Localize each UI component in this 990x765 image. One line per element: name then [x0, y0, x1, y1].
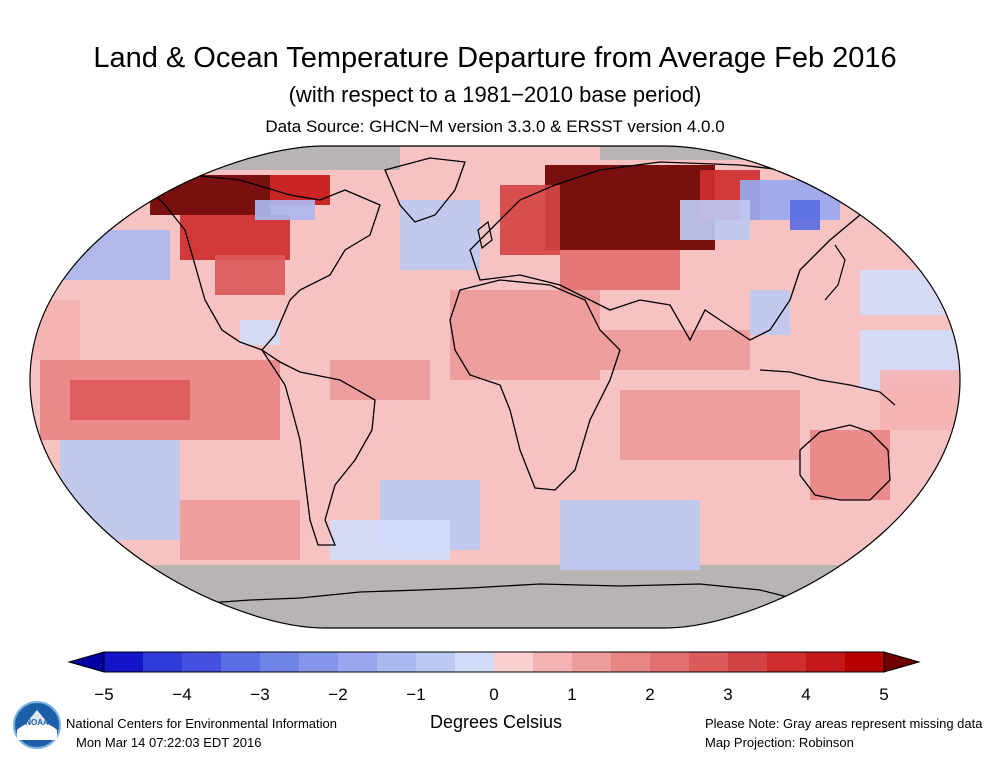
colorbar-cell [143, 652, 183, 672]
data-source: Data Source: GHCN−M version 3.3.0 & ERSS… [265, 117, 725, 136]
anomaly-cell [180, 215, 290, 260]
colorbar-tick-label: −4 [172, 685, 191, 704]
colorbar-tick-label: −3 [250, 685, 269, 704]
anomaly-cell [560, 500, 700, 570]
colorbar-cell [533, 652, 573, 672]
missing-data-note: Please Note: Gray areas represent missin… [705, 716, 983, 731]
colorbar-tick-label: 5 [879, 685, 888, 704]
eurasia-outline [469, 161, 861, 342]
map-border [29, 145, 961, 629]
colorbar-over-arrow [883, 651, 921, 673]
colorbar-tick-label: −5 [94, 685, 113, 704]
colorbar-cell [455, 652, 495, 672]
colorbar-tick-label: 3 [723, 685, 732, 704]
australia-outline [799, 424, 891, 501]
colorbar-cell [689, 652, 729, 672]
anomaly-cell [450, 290, 600, 380]
colorbar-tick-label: 1 [567, 685, 576, 704]
colorbar-tick-label: −1 [406, 685, 425, 704]
anomaly-cell [560, 250, 680, 290]
anomaly-cell [240, 320, 280, 345]
anomaly-cell [500, 185, 560, 255]
colorbar-cell [728, 652, 768, 672]
colorbar-cell [299, 652, 339, 672]
colorbar-tick-label: −2 [328, 685, 347, 704]
colorbar-tick-label: 4 [801, 685, 810, 704]
greenland-outline [384, 157, 466, 223]
colorbar-cell [182, 652, 222, 672]
anomaly-cell [215, 255, 285, 295]
colorbar-under-arrow [67, 651, 105, 673]
antarctica-outline [179, 583, 801, 606]
anomaly-cell [400, 200, 480, 270]
maritime-asia-outline [759, 369, 896, 406]
colorbar-cell [377, 652, 417, 672]
anomaly-cell [600, 330, 750, 370]
projection-note: Map Projection: Robinson [705, 735, 854, 750]
colorbar-cell [611, 652, 651, 672]
anomaly-cell [180, 500, 300, 560]
colorbar-cell [767, 652, 807, 672]
anomaly-cell [255, 200, 315, 220]
anomaly-cell [330, 360, 430, 400]
colorbar-cell [650, 652, 690, 672]
noaa-logo: NOAA [13, 701, 61, 749]
coastlines [148, 157, 931, 606]
colorbar-tick-label: 2 [645, 685, 654, 704]
colorbar-cell [221, 652, 261, 672]
colorbar-tick-label: 0 [489, 685, 498, 704]
colorbar-cell [260, 652, 300, 672]
anomaly-cell [620, 390, 800, 460]
anomaly-cell [680, 200, 750, 240]
colorbar-unit-label: Degrees Celsius [430, 712, 563, 732]
africa-outline [449, 279, 621, 491]
colorbar-cell [494, 652, 534, 672]
colorbar-cell [104, 652, 144, 672]
british-isles-outline [477, 220, 493, 250]
anomaly-cell [70, 380, 190, 420]
timestamp: Mon Mar 14 07:22:03 EDT 2016 [76, 735, 262, 750]
colorbar-cell [845, 652, 885, 672]
anomaly-cell [330, 520, 450, 560]
map-title: Land & Ocean Temperature Departure from … [93, 42, 897, 74]
north-america-outline [148, 174, 381, 351]
org-name: National Centers for Environmental Infor… [66, 716, 337, 731]
colorbar-cell [338, 652, 378, 672]
colorbar-cell [806, 652, 846, 672]
japan-outline [824, 244, 846, 301]
map-subtitle: (with respect to a 1981−2010 base period… [288, 82, 702, 107]
noaa-logo-text: NOAA [25, 718, 49, 727]
anomaly-cell [810, 430, 890, 500]
south-america-outline [261, 349, 376, 546]
anomaly-cell [750, 290, 790, 335]
colorbar-cell [416, 652, 456, 672]
anomaly-cell [880, 370, 960, 430]
anomaly-cell [790, 200, 820, 230]
colorbar-cell [572, 652, 612, 672]
colorbar-outline [103, 651, 885, 673]
anomaly-field [30, 146, 960, 628]
